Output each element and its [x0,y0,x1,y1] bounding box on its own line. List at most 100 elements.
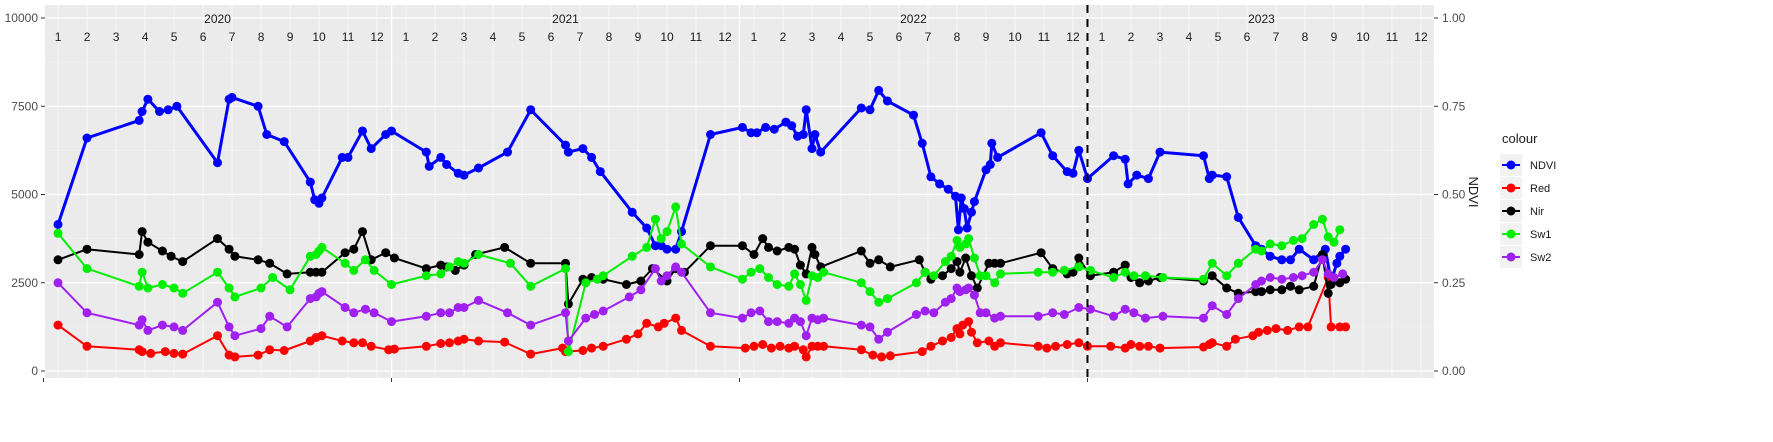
data-point-red [1042,343,1052,353]
data-point-sw1 [865,287,875,297]
data-point-ndvi [1207,170,1217,180]
data-point-ndvi [987,138,997,148]
data-point-nir [938,271,947,281]
month-label: 4 [142,30,149,44]
data-point-ndvi [82,133,92,143]
data-point-red [146,348,156,358]
data-point-red [598,341,608,351]
data-point-sw2 [563,336,573,346]
data-point-ndvi [587,152,597,162]
data-point-ndvi [627,207,637,217]
data-point-red [389,344,399,354]
data-point-nir [874,255,884,265]
right-y-axis: 0.00 0.25 0.50 0.75 1.00 [1434,11,1466,378]
data-point-sw2 [677,267,686,277]
data-point-sw1 [813,273,823,282]
month-label: 10 [312,30,326,44]
data-point-ndvi [1286,255,1295,265]
data-point-sw2 [1141,313,1150,323]
data-point-red [1155,343,1165,353]
data-point-ndvi [1332,258,1342,268]
data-point-sw2 [706,308,715,318]
right-axis-tick-label: 0.50 [1442,188,1466,202]
data-point-sw2 [1288,273,1298,282]
month-label: 4 [490,30,497,44]
data-point-sw1 [387,280,396,289]
month-label: 11 [1038,30,1051,44]
data-point-sw2 [772,317,782,327]
data-point-sw1 [911,278,921,288]
data-point-red [1271,324,1281,334]
data-point-sw2 [1297,271,1307,281]
data-point-nir [764,242,773,252]
data-point-ndvi [662,244,672,254]
month-label: 4 [838,30,845,44]
data-point-sw1 [1335,225,1345,235]
left-axis-tick-label: 0 [31,364,38,378]
data-point-nir [265,258,275,268]
data-point-ndvi [807,144,817,154]
month-label: 6 [548,30,555,44]
data-point-sw1 [1222,271,1232,281]
month-label: 9 [635,30,642,44]
data-point-red [868,350,878,360]
data-point-sw2 [590,310,599,319]
data-point-sw2 [1074,303,1084,312]
data-point-red [349,338,359,348]
data-point-sw2 [1048,308,1058,318]
series-ndvi [53,85,1351,286]
data-point-sw2 [360,304,370,314]
data-point-sw2 [387,317,396,327]
data-point-sw2 [526,320,536,330]
data-point-ndvi [1155,147,1165,157]
data-point-sw2 [865,322,875,332]
data-point-ndvi [578,144,588,154]
data-point-sw1 [1309,220,1319,229]
data-point-sw1 [285,285,295,295]
data-point-red [972,338,982,348]
data-point-sw2 [340,303,350,312]
data-point-ndvi [865,105,875,115]
data-point-nir [82,244,92,254]
data-point-sw1 [563,347,573,357]
month-label: 5 [171,30,178,44]
data-point-red [955,329,965,339]
data-point-nir [1277,285,1287,295]
data-point-ndvi [959,204,969,214]
data-point-sw1 [990,278,1000,288]
legend-item-sw1: Sw1 [1500,223,1551,245]
data-point-sw1 [1059,265,1069,275]
month-label: 11 [1386,30,1399,44]
data-point-red [358,338,367,348]
data-point-ndvi [953,225,963,235]
data-point-nir [996,258,1005,268]
data-point-nir [1326,280,1336,289]
data-point-sw1 [755,264,765,274]
data-point-ndvi [366,144,376,154]
data-point-ndvi [227,92,237,102]
data-point-sw2 [784,318,794,328]
month-label: 2 [780,30,787,44]
data-point-nir [1294,285,1304,295]
data-point-ndvi [1199,151,1208,161]
month-label: 2 [1128,30,1135,44]
data-point-sw1 [1265,239,1275,249]
data-point-sw1 [795,280,805,289]
data-point-ndvi [358,126,367,136]
data-point-red [926,341,936,351]
left-axis-tick-label: 2500 [11,276,38,290]
data-point-ndvi [1277,255,1287,265]
month-label: 8 [258,30,265,44]
data-point-red [279,346,289,355]
data-point-nir [972,283,982,293]
data-point-red [1143,341,1153,351]
data-point-nir [885,262,895,272]
data-point-sw1 [882,294,892,304]
legend-item-sw2: Sw2 [1500,246,1551,268]
data-point-nir [230,251,240,261]
data-point-sw2 [920,306,930,316]
data-point-nir [856,246,866,256]
data-point-ndvi [882,96,892,106]
data-point-ndvi [262,130,272,139]
data-point-sw2 [755,306,765,316]
